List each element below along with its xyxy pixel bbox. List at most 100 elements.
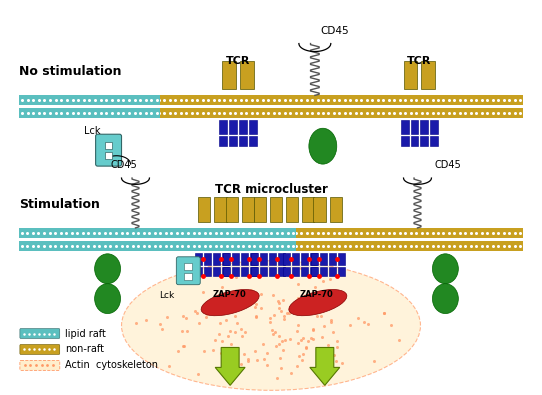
Bar — [19, 108, 523, 118]
Bar — [292, 253, 299, 265]
Bar — [430, 120, 438, 134]
Bar — [410, 136, 418, 146]
Bar — [310, 267, 317, 276]
Text: lipid raft: lipid raft — [64, 329, 106, 339]
Bar — [19, 95, 523, 105]
Bar — [302, 197, 314, 222]
Bar — [249, 136, 257, 146]
Bar — [232, 253, 239, 265]
Bar — [219, 136, 227, 146]
Bar — [249, 120, 257, 134]
Ellipse shape — [121, 261, 421, 390]
Ellipse shape — [201, 290, 259, 316]
FancyBboxPatch shape — [20, 360, 60, 371]
Bar — [330, 197, 342, 222]
Bar — [226, 197, 238, 222]
Bar — [338, 267, 345, 276]
Bar — [232, 267, 239, 276]
Bar — [219, 120, 227, 134]
Text: TCR microcluster: TCR microcluster — [215, 183, 327, 196]
Bar — [195, 267, 202, 276]
Bar — [278, 253, 285, 265]
Bar — [410, 120, 418, 134]
Bar — [213, 253, 220, 265]
Text: CD45: CD45 — [320, 26, 349, 36]
Ellipse shape — [95, 254, 120, 284]
Ellipse shape — [289, 290, 347, 316]
Bar — [19, 228, 523, 238]
FancyBboxPatch shape — [20, 329, 60, 339]
Ellipse shape — [95, 284, 120, 314]
Bar — [251, 253, 258, 265]
FancyArrow shape — [310, 348, 340, 386]
Text: Stimulation: Stimulation — [19, 198, 100, 211]
FancyArrow shape — [215, 348, 245, 386]
Ellipse shape — [309, 128, 337, 164]
Bar — [184, 263, 192, 270]
Bar — [320, 253, 327, 265]
FancyBboxPatch shape — [95, 134, 121, 166]
Bar — [421, 136, 428, 146]
Bar — [222, 253, 229, 265]
Bar — [198, 197, 210, 222]
Bar — [301, 267, 308, 276]
Bar — [241, 253, 248, 265]
Bar — [105, 152, 112, 159]
Bar — [19, 105, 523, 108]
Bar — [250, 267, 257, 276]
Text: ZAP-70: ZAP-70 — [212, 290, 246, 299]
Bar — [19, 241, 523, 251]
Bar — [19, 95, 160, 105]
Ellipse shape — [433, 284, 459, 314]
Bar — [328, 267, 336, 276]
FancyBboxPatch shape — [176, 257, 200, 285]
Bar — [204, 253, 211, 265]
Bar — [278, 267, 285, 276]
Bar — [214, 197, 227, 222]
Text: Lck: Lck — [83, 126, 100, 136]
Bar — [229, 136, 237, 146]
Bar — [240, 62, 254, 89]
Bar — [251, 267, 258, 276]
Text: No stimulation: No stimulation — [19, 66, 121, 79]
Bar — [19, 228, 296, 238]
Bar — [195, 253, 202, 265]
Bar — [422, 62, 435, 89]
Bar — [19, 241, 296, 251]
Bar — [401, 120, 409, 134]
Bar — [204, 267, 211, 276]
Bar — [19, 108, 160, 118]
Text: Lck: Lck — [159, 291, 175, 300]
Text: ZAP-70: ZAP-70 — [300, 290, 334, 299]
FancyBboxPatch shape — [20, 344, 60, 354]
Text: TCR: TCR — [226, 56, 250, 66]
Bar — [286, 197, 298, 222]
Text: Actin  cytoskeleton: Actin cytoskeleton — [64, 360, 158, 371]
Bar — [311, 253, 318, 265]
Bar — [430, 136, 438, 146]
Bar — [254, 197, 266, 222]
Bar — [222, 62, 236, 89]
Bar — [260, 253, 267, 265]
Bar — [401, 136, 409, 146]
Bar — [105, 142, 112, 149]
Text: CD45: CD45 — [434, 160, 461, 170]
Bar — [404, 62, 417, 89]
Bar — [229, 120, 237, 134]
Bar — [19, 238, 523, 241]
Bar — [269, 267, 276, 276]
Bar — [283, 267, 290, 276]
Bar — [269, 253, 276, 265]
Ellipse shape — [433, 254, 459, 284]
Bar — [241, 267, 248, 276]
Bar — [239, 120, 247, 134]
Bar — [310, 253, 317, 265]
Bar — [421, 120, 428, 134]
Bar — [328, 253, 336, 265]
Bar — [270, 197, 282, 222]
Bar — [301, 253, 308, 265]
Bar — [338, 253, 345, 265]
Text: non-raft: non-raft — [64, 344, 104, 354]
Text: CD45: CD45 — [110, 160, 137, 170]
Bar — [283, 253, 290, 265]
